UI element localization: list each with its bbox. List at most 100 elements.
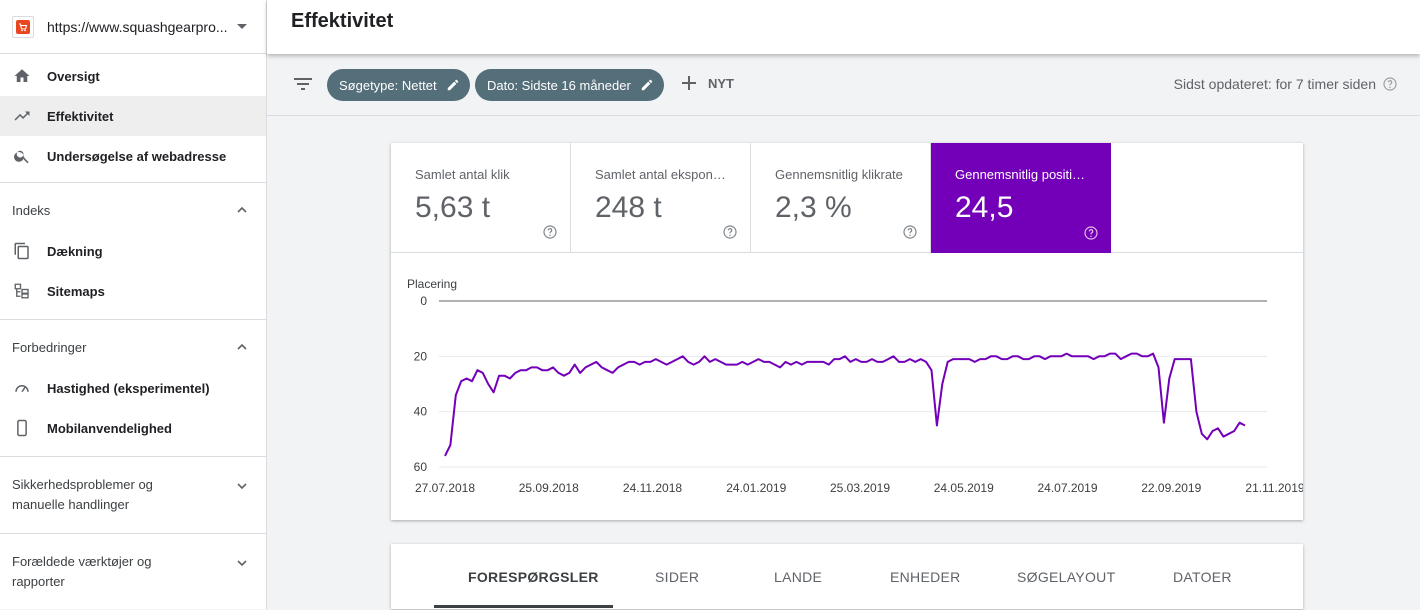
nav-label-speed: Hastighed (eksperimentel) — [47, 380, 210, 396]
nav-item-overview[interactable]: Oversigt — [0, 56, 266, 96]
date-chip[interactable]: Dato: Sidste 16 måneder — [475, 69, 664, 101]
speedometer-icon — [12, 378, 32, 398]
tab-active-indicator — [434, 605, 613, 608]
edit-icon — [447, 79, 458, 91]
nav-item-speed[interactable]: Hastighed (eksperimentel) — [0, 368, 266, 408]
sitemap-icon — [12, 281, 32, 301]
property-selector[interactable]: https://www.squashgearpro.... — [0, 0, 266, 54]
metric-value: 2,3 % — [775, 191, 852, 224]
nav-item-url-inspection[interactable]: Undersøgelse af webadresse — [0, 136, 266, 176]
section-index: Indeks Dækning Sitemaps — [0, 183, 266, 320]
chip-label-search-type: Søgetype: Nettet — [339, 77, 437, 93]
chip-label-date: Dato: Sidste 16 måneder — [487, 77, 631, 93]
position-line-chart[interactable]: 0 20 40 60 27.07.2018 25.09.2018 24.11.2018 24.… — [391, 283, 1303, 505]
metric-tile-impressions[interactable]: Samlet antal ekspon… 248 t — [571, 143, 751, 253]
property-url: https://www.squashgearpro.... — [47, 18, 227, 35]
metric-label: Gennemsnitlig positi… — [955, 167, 1086, 182]
section-title-security-line1: Sikkerhedsproblemer og — [12, 477, 153, 492]
nav-label-performance: Effektivitet — [47, 108, 114, 124]
section-title-security-line2: manuelle handlinger — [12, 497, 130, 512]
tab-pages[interactable]: SIDER — [655, 569, 700, 585]
last-updated-text: Sidst opdateret: for 7 timer siden — [1173, 76, 1376, 92]
section-enhancements: Forbedringer Hastighed (eksperimentel) M… — [0, 320, 266, 457]
section-title-legacy-line1: Forældede værktøjer og — [12, 554, 152, 569]
home-icon — [12, 66, 32, 86]
edit-icon — [641, 79, 653, 91]
section-title-legacy: Forældede værktøjer og rapporter — [12, 552, 151, 592]
metric-value: 5,63 t — [415, 191, 491, 224]
section-header-enhancements[interactable]: Forbedringer — [0, 320, 266, 374]
nav-item-performance[interactable]: Effektivitet — [0, 96, 266, 136]
trending-up-icon — [12, 106, 32, 126]
new-filter-button[interactable]: NYT — [680, 74, 734, 92]
y-tick-label: 40 — [414, 405, 428, 419]
copy-icon — [12, 241, 32, 261]
chart-y-label: Placering — [407, 277, 458, 291]
nav-item-sitemaps[interactable]: Sitemaps — [0, 271, 266, 311]
nav-label-url-inspection: Undersøgelse af webadresse — [47, 148, 227, 164]
help-icon[interactable] — [542, 224, 558, 240]
metric-value: 248 t — [595, 191, 662, 224]
x-tick-label: 22.09.2019 — [1141, 481, 1201, 495]
x-tick-label: 24.01.2019 — [726, 481, 786, 495]
section-security: Sikkerhedsproblemer og manuelle handling… — [0, 457, 266, 534]
tab-dates[interactable]: DATOER — [1173, 569, 1232, 585]
metric-tile-position[interactable]: Gennemsnitlig positi… 24,5 — [931, 143, 1111, 253]
section-header-security[interactable]: Sikkerhedsproblemer og manuelle handling… — [0, 457, 266, 533]
x-tick-label: 27.07.2018 — [415, 481, 475, 495]
metric-tile-ctr[interactable]: Gennemsnitlig klikrate 2,3 % — [751, 143, 931, 253]
y-tick-label: 60 — [414, 460, 428, 474]
x-tick-label: 25.09.2018 — [519, 481, 579, 495]
plus-icon — [682, 76, 696, 90]
tile-spacer — [1111, 143, 1303, 253]
last-updated: Sidst opdateret: for 7 timer siden — [1174, 76, 1398, 92]
tab-search-appearance[interactable]: SØGELAYOUT — [1017, 569, 1116, 585]
nav-label-coverage: Dækning — [47, 243, 103, 259]
x-tick-label: 24.05.2019 — [934, 481, 994, 495]
help-icon[interactable] — [1083, 225, 1099, 241]
new-filter-label: NYT — [708, 75, 734, 91]
metric-tile-clicks[interactable]: Samlet antal klik 5,63 t — [391, 143, 571, 253]
chevron-up-icon — [237, 343, 247, 350]
search-type-chip[interactable]: Søgetype: Nettet — [327, 69, 470, 101]
cart-icon — [19, 22, 28, 31]
nav-label-mobile-usability: Mobilanvendelighed — [47, 420, 172, 436]
metric-label: Samlet antal klik — [415, 167, 510, 182]
performance-card: Samlet antal klik 5,63 t Samlet antal ek… — [391, 143, 1303, 520]
chevron-down-icon — [237, 560, 247, 567]
metric-value: 24,5 — [955, 191, 1014, 224]
x-tick-label: 25.03.2019 — [830, 481, 890, 495]
section-header-index[interactable]: Indeks — [0, 183, 266, 237]
help-icon[interactable] — [722, 224, 738, 240]
tab-devices[interactable]: ENHEDER — [890, 569, 961, 585]
x-tick-label: 24.07.2019 — [1037, 481, 1097, 495]
metric-tiles: Samlet antal klik 5,63 t Samlet antal ek… — [391, 143, 1303, 253]
nav-label-sitemaps: Sitemaps — [47, 283, 105, 299]
sidebar: https://www.squashgearpro.... Oversigt E… — [0, 0, 267, 609]
section-title-security: Sikkerhedsproblemer og manuelle handling… — [12, 475, 153, 515]
nav-label-overview: Oversigt — [47, 68, 100, 84]
chevron-down-icon — [237, 483, 247, 490]
nav-item-coverage[interactable]: Dækning — [0, 231, 266, 271]
dimension-tabs: FORESPØRGSLER SIDER LANDE ENHEDER SØGELA… — [391, 544, 1303, 609]
filter-list-icon[interactable] — [293, 76, 313, 92]
x-tick-label: 24.11.2018 — [623, 481, 682, 495]
search-icon — [12, 146, 32, 166]
y-tick-label: 20 — [414, 349, 428, 363]
section-legacy: Forældede værktøjer og rapporter — [0, 534, 266, 610]
dropdown-arrow-icon — [237, 24, 247, 29]
metric-label: Gennemsnitlig klikrate — [775, 167, 903, 182]
section-title-index: Indeks — [12, 202, 51, 218]
nav-item-mobile-usability[interactable]: Mobilanvendelighed — [0, 408, 266, 448]
section-title-legacy-line2: rapporter — [12, 574, 65, 589]
help-icon[interactable] — [1382, 76, 1398, 92]
property-favicon — [12, 15, 34, 38]
section-title-enhancements: Forbedringer — [12, 339, 87, 355]
tab-countries[interactable]: LANDE — [774, 569, 823, 585]
tab-queries[interactable]: FORESPØRGSLER — [468, 569, 599, 585]
help-icon[interactable] — [902, 224, 918, 240]
page-title: Effektivitet — [291, 10, 394, 32]
section-header-legacy[interactable]: Forældede værktøjer og rapporter — [0, 534, 266, 610]
main-nav: Oversigt Effektivitet Undersøgelse af we… — [0, 54, 266, 183]
series-line — [444, 352, 1246, 457]
